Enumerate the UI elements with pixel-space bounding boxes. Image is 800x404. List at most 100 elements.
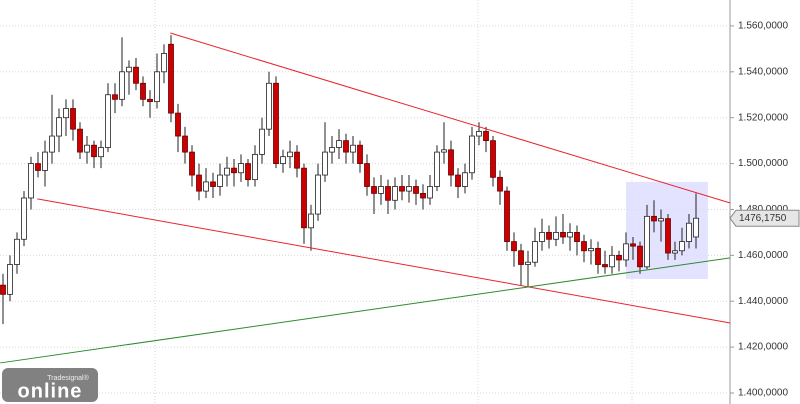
candle-body xyxy=(420,192,426,199)
candle-body xyxy=(287,151,293,158)
candle-body xyxy=(672,250,678,254)
y-tick-label: 1.420,0000 xyxy=(738,342,788,353)
candle-body xyxy=(266,82,272,130)
candle-body xyxy=(546,231,552,240)
candle-body xyxy=(168,43,174,114)
y-tick-label: 1.460,0000 xyxy=(738,250,788,261)
candle-body xyxy=(511,241,517,252)
candle-body xyxy=(224,167,230,176)
candle-body xyxy=(189,151,195,176)
candle-body xyxy=(245,163,251,181)
candle-body xyxy=(196,174,202,192)
candle-body xyxy=(294,151,300,169)
y-tick-label: 1.440,0000 xyxy=(738,296,788,307)
candle-body xyxy=(147,98,153,103)
y-tick-label: 1.480,0000 xyxy=(738,204,788,215)
candle-body xyxy=(630,243,636,247)
candle-body xyxy=(616,254,622,261)
candle-body xyxy=(259,128,265,155)
candle-body xyxy=(308,213,314,229)
candle-body xyxy=(322,151,328,176)
candle-body xyxy=(686,222,692,242)
candle-body xyxy=(7,264,13,295)
candle-body xyxy=(14,238,20,265)
candle-body xyxy=(413,186,419,194)
candle-body xyxy=(84,144,90,153)
candle-body xyxy=(133,66,139,84)
candle-body xyxy=(98,147,104,158)
candle-body xyxy=(112,94,118,100)
trendline xyxy=(170,32,731,204)
candle-body xyxy=(392,186,398,201)
y-tick-label: 1.540,0000 xyxy=(738,66,788,77)
candle-body xyxy=(91,144,97,158)
logo-brand: Tradesignal® xyxy=(47,374,89,382)
last-price-label: 1476,1750 xyxy=(739,213,787,224)
candle-body xyxy=(329,147,335,153)
candle-body xyxy=(154,71,160,103)
candle-body xyxy=(49,135,55,153)
candle-body xyxy=(651,215,657,222)
y-tick-label: 1.400,0000 xyxy=(738,388,788,399)
candle-body xyxy=(539,231,545,242)
candle-body xyxy=(385,186,391,201)
candle-body xyxy=(595,248,601,265)
candle-body xyxy=(364,163,370,187)
candle-body xyxy=(644,215,650,268)
logo: Tradesignal® online xyxy=(2,368,98,402)
candle-body xyxy=(406,186,412,192)
candle-body xyxy=(343,140,349,153)
candle-body xyxy=(21,197,27,240)
candle-body xyxy=(609,254,615,268)
candle-body xyxy=(280,156,286,164)
candle-body xyxy=(637,245,643,268)
candle-body xyxy=(483,131,489,142)
last-price-tag xyxy=(729,209,800,227)
candle-body xyxy=(140,82,146,100)
candle-body xyxy=(357,144,363,164)
candle-body xyxy=(462,172,468,187)
candle-body xyxy=(588,248,594,252)
candle-body xyxy=(203,181,209,192)
candle-body xyxy=(56,117,62,137)
candle-body xyxy=(273,82,279,164)
candle-body xyxy=(350,144,356,153)
candle-body xyxy=(679,241,685,252)
candle-body xyxy=(658,218,664,222)
candle-body xyxy=(497,176,503,192)
candle-body xyxy=(560,231,566,238)
logo-text: online xyxy=(18,380,83,402)
y-tick-label: 1.560,0000 xyxy=(738,21,788,32)
candle-body xyxy=(336,140,342,148)
candle-body xyxy=(182,135,188,153)
candle-body xyxy=(448,149,454,176)
candle-body xyxy=(665,218,671,254)
candle-body xyxy=(119,71,125,100)
candle-body xyxy=(504,190,510,242)
logo-box xyxy=(2,368,98,402)
candle-body xyxy=(210,181,216,187)
candle-body xyxy=(301,167,307,229)
y-tick-label: 1.500,0000 xyxy=(738,158,788,169)
candle-body xyxy=(0,284,6,295)
candle-body xyxy=(574,231,580,242)
candle-body xyxy=(567,231,573,238)
candle-body xyxy=(525,261,531,265)
candle-body xyxy=(441,149,447,153)
candle-body xyxy=(553,231,559,240)
candle-body xyxy=(231,167,237,174)
candle-body xyxy=(252,153,258,181)
candle-body xyxy=(693,217,699,238)
candle-body xyxy=(434,151,440,187)
trendline xyxy=(37,198,731,324)
candle-body xyxy=(490,140,496,178)
candle-body xyxy=(77,128,83,153)
candle-body xyxy=(602,264,608,268)
candle-body xyxy=(581,241,587,252)
candle-body xyxy=(63,108,69,119)
candle-body xyxy=(70,108,76,130)
candle-body xyxy=(238,163,244,174)
trendline xyxy=(0,257,731,364)
candle-body xyxy=(175,112,181,137)
